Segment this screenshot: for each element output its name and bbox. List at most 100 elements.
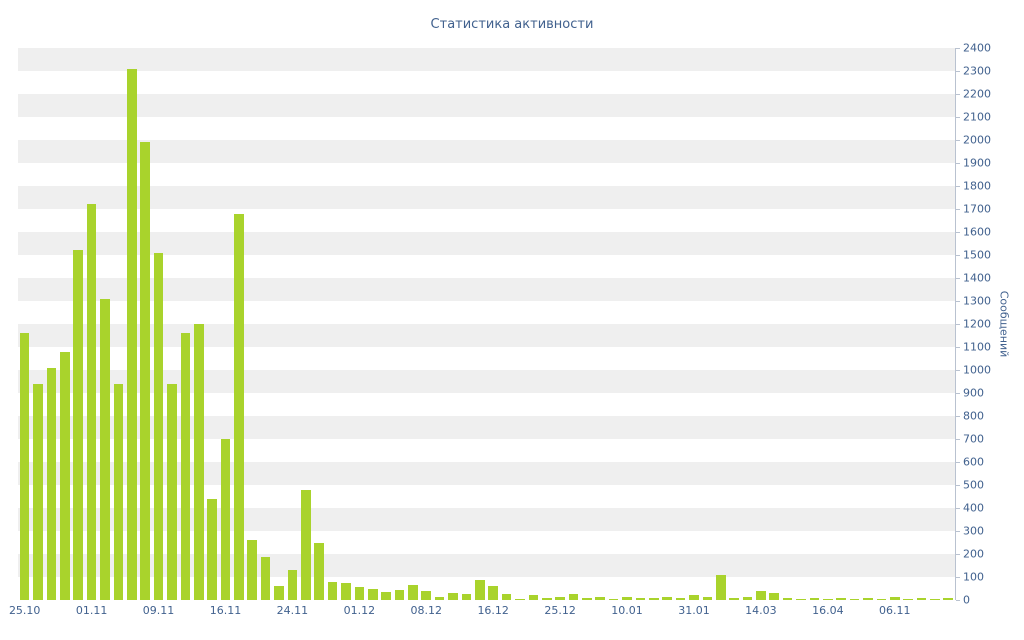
bar	[421, 590, 432, 600]
bar	[46, 367, 57, 600]
y-axis-tick	[956, 301, 960, 302]
bar	[73, 250, 84, 600]
y-axis-tick-label: 1200	[963, 317, 991, 331]
bar	[193, 324, 204, 600]
bar	[327, 581, 338, 600]
y-axis-tick-label: 500	[963, 478, 984, 492]
y-axis-tick-label: 200	[963, 547, 984, 561]
bar	[863, 598, 873, 600]
bar	[260, 557, 271, 600]
bar	[274, 586, 284, 600]
bar	[300, 489, 311, 600]
y-axis-tick	[956, 117, 960, 118]
y-axis-tick-label: 1600	[963, 225, 991, 239]
y-axis-tick-label: 0	[963, 593, 970, 607]
y-axis-tick	[956, 508, 960, 509]
y-axis-tick	[956, 48, 960, 49]
bar	[930, 598, 940, 600]
y-axis-tick-label: 1800	[963, 179, 991, 193]
y-axis-tick	[956, 439, 960, 440]
bar	[582, 598, 592, 600]
bar	[501, 594, 512, 600]
bar	[889, 597, 900, 600]
bar	[434, 597, 445, 600]
y-axis-tick-label: 300	[963, 524, 984, 538]
bar	[153, 252, 164, 600]
bar	[86, 204, 97, 600]
y-axis-tick-label: 600	[963, 455, 984, 469]
bar	[849, 598, 860, 600]
x-axis-tick-label: 16.11	[209, 604, 242, 617]
y-axis-tick-label: 2300	[963, 64, 991, 78]
x-axis-tick-label: 10.01	[611, 604, 643, 617]
bar	[488, 586, 498, 600]
bar	[702, 596, 713, 600]
bar	[381, 591, 391, 600]
bar	[220, 439, 231, 600]
bar	[167, 383, 177, 600]
bar	[836, 597, 847, 600]
chart-title: Статистика активности	[430, 17, 594, 32]
bar	[113, 383, 124, 600]
y-axis-tick	[956, 554, 960, 555]
bar	[207, 498, 217, 600]
y-axis-tick	[956, 531, 960, 532]
y-axis-tick-label: 1700	[963, 202, 991, 216]
bar	[287, 570, 298, 600]
y-axis-tick-label: 1400	[963, 271, 991, 285]
bar	[876, 598, 887, 600]
bar	[649, 597, 659, 600]
y-axis-tick	[956, 370, 960, 371]
bar	[675, 598, 686, 600]
bar	[515, 598, 525, 600]
y-axis-tick-label: 1900	[963, 156, 991, 170]
bar	[474, 580, 485, 600]
x-axis-tick-label: 31.01	[678, 604, 710, 617]
bar	[608, 598, 619, 600]
bar	[234, 213, 244, 600]
y-axis-tick	[956, 232, 960, 233]
y-axis-tick-label: 2100	[963, 110, 991, 124]
bar	[314, 542, 324, 600]
y-axis-tick	[956, 209, 960, 210]
bar	[823, 598, 833, 600]
y-axis-tick-label: 2400	[963, 41, 991, 55]
bar	[367, 588, 378, 600]
bar	[528, 595, 539, 600]
bar	[408, 585, 418, 600]
y-axis-tick	[956, 71, 960, 72]
bar	[782, 598, 793, 600]
y-axis-tick-label: 1300	[963, 294, 991, 308]
bar	[769, 593, 780, 600]
x-axis-tick-label: 06.11	[879, 604, 911, 617]
x-axis-tick-label: 16.04	[812, 604, 844, 617]
y-axis-tick	[956, 324, 960, 325]
x-axis-tick-label: 08.12	[410, 604, 443, 617]
bar	[541, 598, 552, 600]
x-axis-tick-label: 01.11	[75, 604, 108, 617]
y-axis-tick	[956, 94, 960, 95]
bar	[689, 595, 699, 600]
bar	[595, 597, 606, 600]
x-axis-tick-label: 01.12	[343, 604, 376, 617]
y-axis-tick-label: 400	[963, 501, 984, 515]
x-axis-tick-label: 09.11	[142, 604, 175, 617]
y-axis-tick	[956, 347, 960, 348]
y-axis-tick-label: 700	[963, 432, 984, 446]
bar	[916, 598, 927, 600]
y-axis-tick	[956, 485, 960, 486]
bar	[796, 598, 806, 600]
bar	[448, 593, 458, 600]
bar	[662, 596, 672, 600]
x-axis-tick-label: 25.12	[544, 604, 576, 617]
bar	[394, 589, 405, 600]
bar	[903, 598, 913, 600]
bar	[100, 298, 110, 600]
bar	[354, 587, 365, 600]
y-axis-tick	[956, 416, 960, 417]
y-axis-tick	[956, 163, 960, 164]
bar	[33, 383, 43, 600]
y-axis-tick-label: 1500	[963, 248, 991, 262]
y-axis-tick-label: 900	[963, 386, 984, 400]
